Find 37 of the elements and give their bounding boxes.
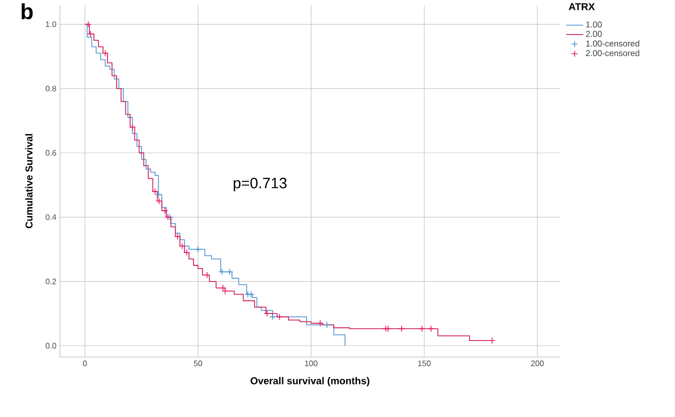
chart-title: b (22, 3, 33, 20)
point (222, 288, 229, 294)
point (264, 310, 270, 317)
point (384, 325, 392, 332)
point (418, 325, 426, 332)
point (162, 207, 168, 214)
point (174, 233, 182, 240)
point (324, 321, 330, 328)
x-axis-title: Overall survival (months) (250, 377, 370, 386)
point (248, 290, 255, 298)
point (316, 320, 324, 327)
point (129, 124, 136, 131)
y-axis-title: Cumulative Survival (25, 134, 33, 228)
legend-label: 2.00-censored (586, 50, 640, 56)
annotation: p=0.713 (234, 178, 287, 192)
point (204, 272, 210, 278)
point (276, 313, 283, 320)
point (226, 268, 234, 276)
point (178, 242, 186, 250)
point (155, 191, 162, 198)
point (183, 249, 190, 256)
point (269, 313, 276, 320)
point (194, 246, 202, 253)
legend-title: ATRX (568, 3, 595, 10)
point (87, 30, 94, 38)
legend-label: 1.00 (586, 22, 602, 28)
point (152, 188, 158, 195)
legend-label: 1.00-censored (586, 40, 640, 47)
point (398, 325, 406, 332)
point (84, 20, 92, 28)
legend-label: 2.00 (586, 30, 602, 37)
point (156, 198, 162, 204)
point (102, 50, 109, 57)
point (488, 337, 496, 344)
point (218, 268, 226, 276)
point (428, 325, 434, 332)
point (220, 284, 226, 292)
